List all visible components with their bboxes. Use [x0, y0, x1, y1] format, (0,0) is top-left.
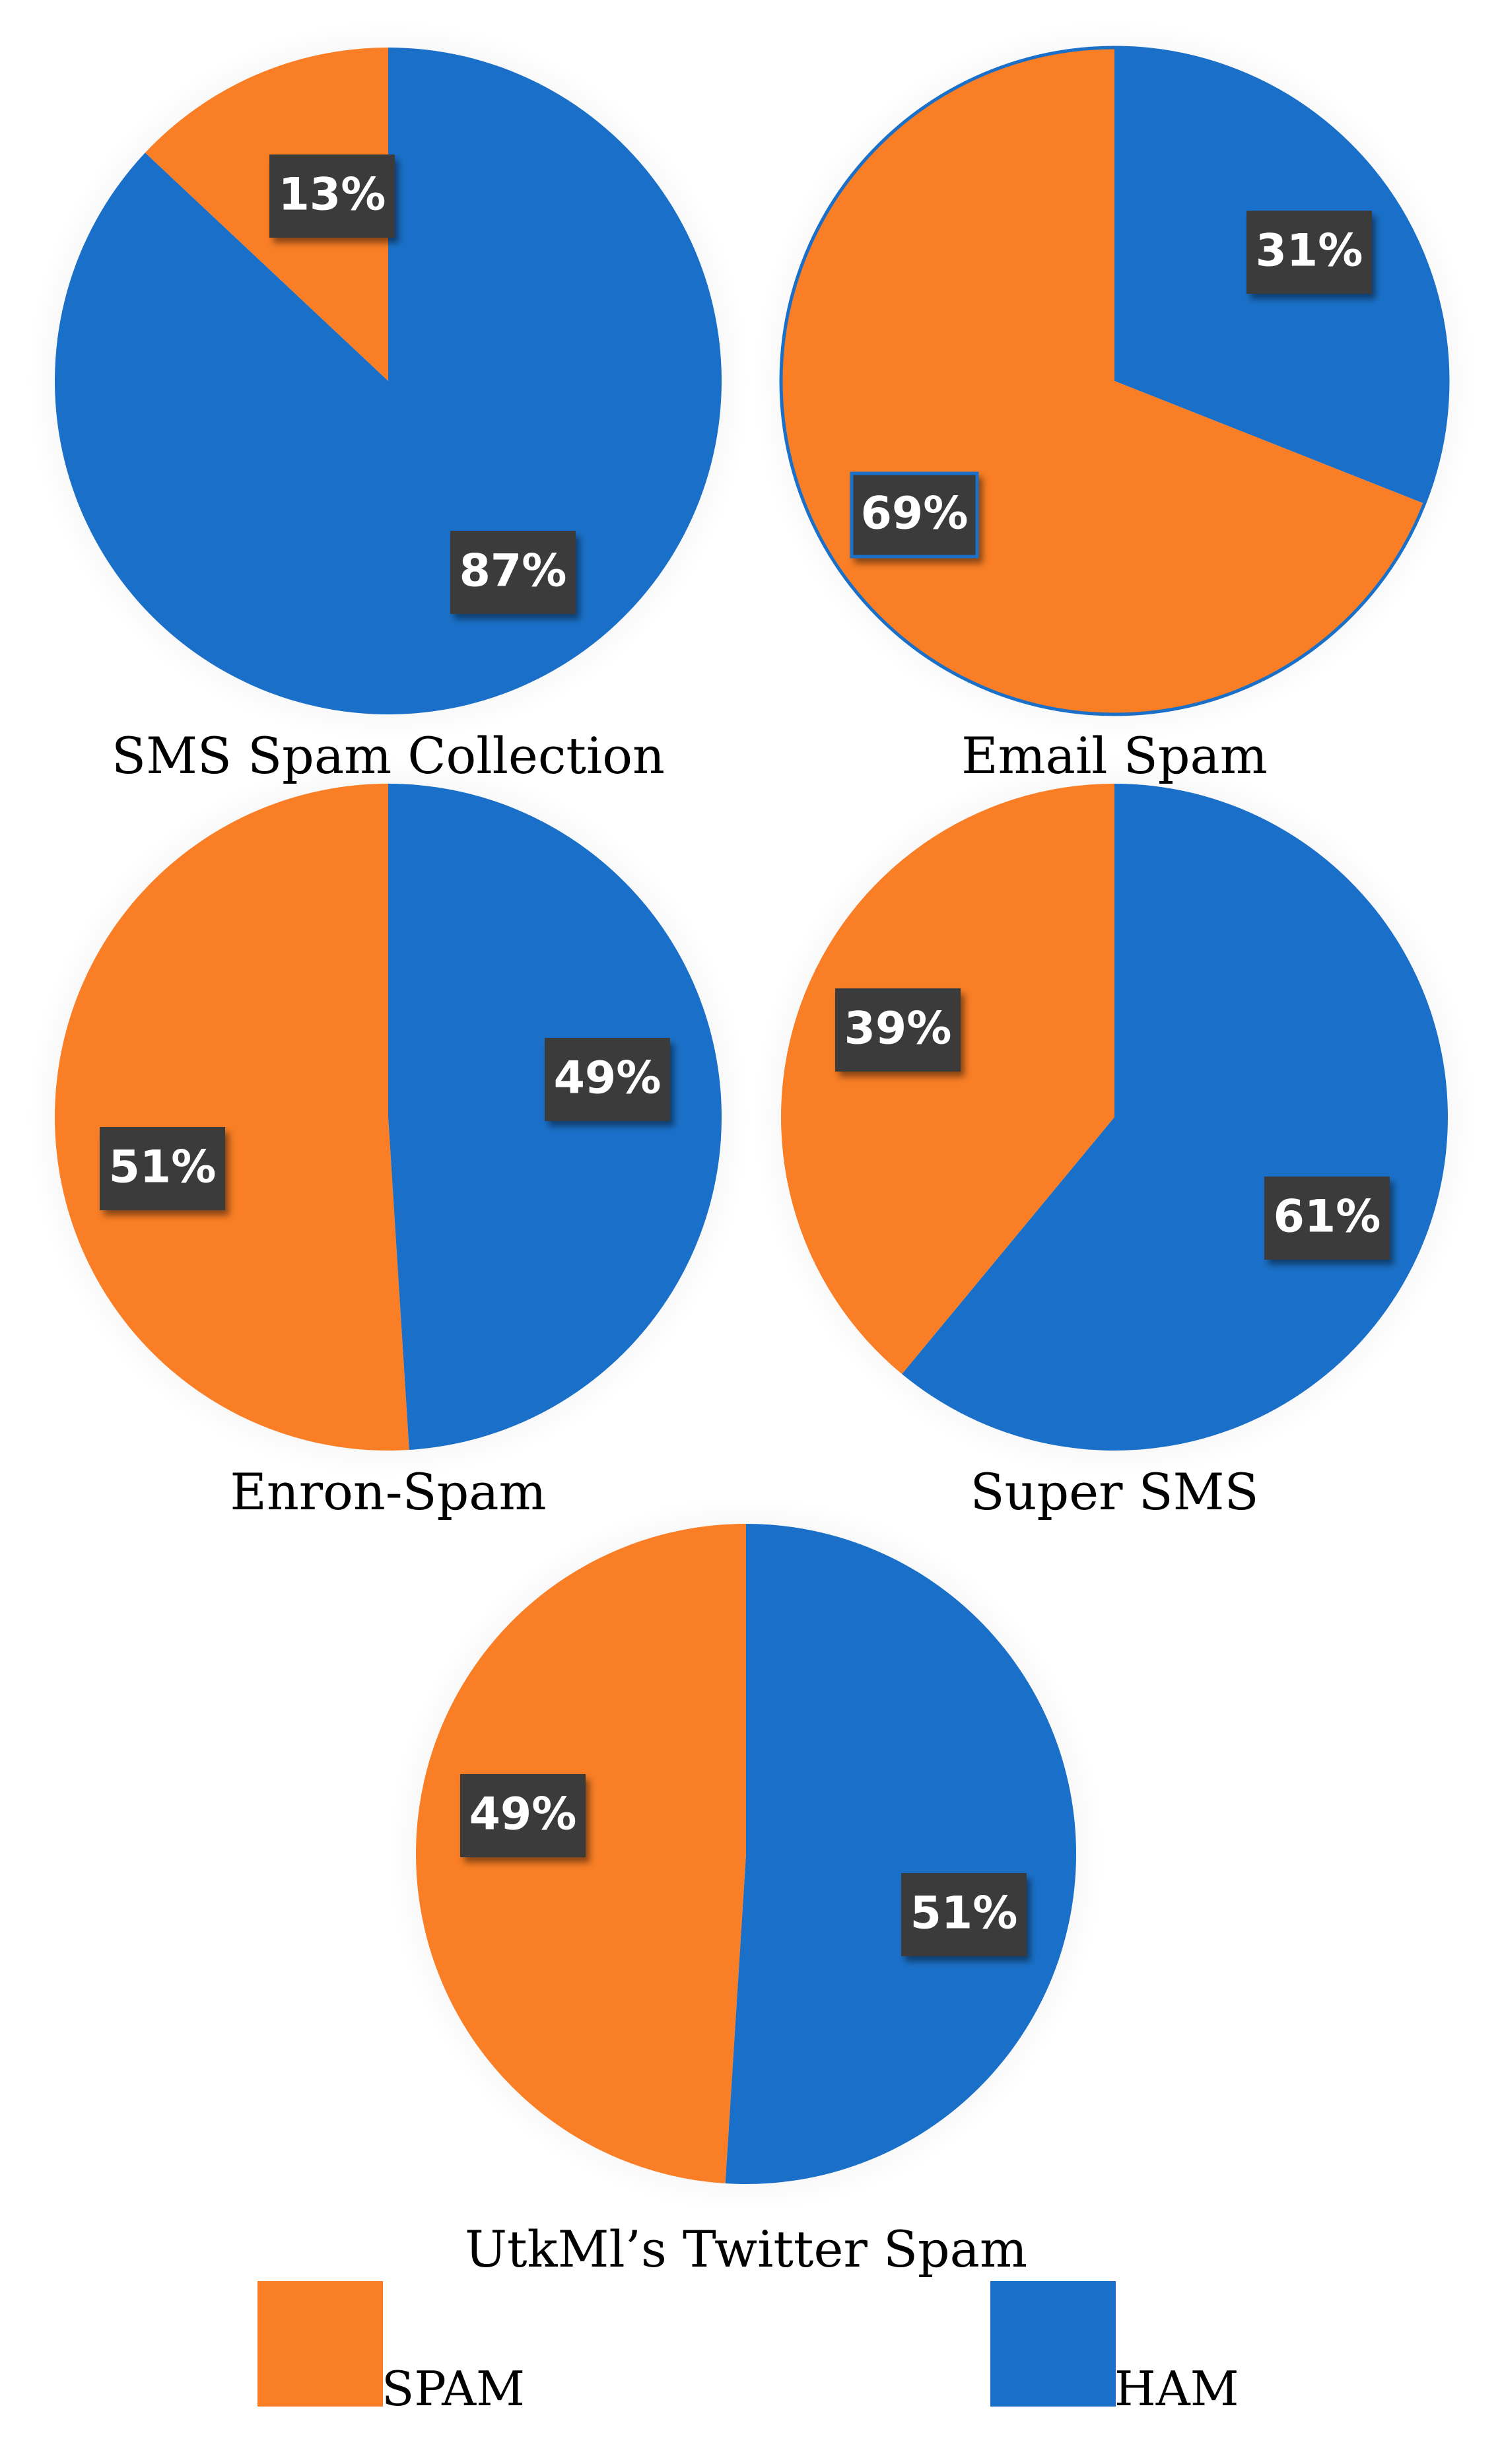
- data-label-text: 13%: [279, 169, 386, 221]
- data-label-text: 61%: [1274, 1191, 1381, 1243]
- pie-chart-email-spam: 69% 31%: [755, 21, 1474, 741]
- data-label-text: 31%: [1256, 225, 1363, 277]
- pie-slice-ham: [725, 1524, 1076, 2184]
- data-label-box: [835, 988, 961, 1072]
- pie-slice-spam: [145, 48, 388, 381]
- chart-title-super-sms: Super SMS: [970, 1462, 1259, 1521]
- data-label-text: 39%: [844, 1003, 952, 1055]
- pie-outline: [779, 46, 1450, 716]
- data-label-box: [1264, 1177, 1390, 1260]
- pie-chart-enron-spam: 51% 49%: [28, 757, 748, 1477]
- data-label-box: [450, 531, 576, 614]
- data-label-spam: 13%: [269, 154, 395, 238]
- data-label-box: [460, 1774, 586, 1857]
- legend-swatch-spam: [257, 2281, 383, 2407]
- data-label-spam: 39%: [835, 988, 961, 1072]
- data-label-ham: 51%: [901, 1873, 1027, 1956]
- data-label-spam: 49%: [460, 1774, 586, 1857]
- data-label-text: 51%: [910, 1888, 1018, 1940]
- data-label-ham: 49%: [545, 1038, 670, 1121]
- data-label-text: 69%: [861, 488, 969, 540]
- legend-swatch-ham: [990, 2281, 1116, 2407]
- data-label-ham: 87%: [450, 531, 576, 614]
- pie-slice-spam: [780, 784, 1114, 1375]
- chart-title-utkml-s-twitter-spam: UtkMl’s Twitter Spam: [464, 2220, 1028, 2278]
- pie-slice-ham: [902, 784, 1448, 1451]
- data-label-box: [100, 1127, 225, 1210]
- data-label-box: [269, 154, 395, 238]
- data-label-text: 49%: [469, 1789, 577, 1841]
- legend-label-spam: SPAM: [382, 2361, 525, 2416]
- data-label-spam: 51%: [100, 1127, 225, 1210]
- chart-title-sms-spam-collection: SMS Spam Collection: [112, 726, 665, 785]
- pie-chart-super-sms: 39% 61%: [755, 757, 1474, 1477]
- legend-label-ham: HAM: [1114, 2361, 1239, 2416]
- pie-chart-utkml-s-twitter-spam: 49% 51%: [390, 1497, 1103, 2210]
- data-label-text: 87%: [460, 545, 567, 598]
- data-label-text: 51%: [109, 1142, 217, 1194]
- data-label-box: [850, 471, 979, 559]
- data-label-text: 49%: [554, 1052, 662, 1105]
- data-label-box: [545, 1038, 670, 1121]
- pie-slice-spam: [54, 784, 409, 1451]
- data-label-ham: 31%: [1246, 211, 1372, 294]
- data-label-box: [1246, 211, 1372, 294]
- chart-title-email-spam: Email Spam: [961, 726, 1268, 785]
- data-label-box: [901, 1873, 1027, 1956]
- pie-chart-sms-spam-collection: 13% 87%: [28, 21, 748, 741]
- data-label-spam: 69%: [850, 471, 979, 559]
- data-label-ham: 61%: [1264, 1177, 1390, 1260]
- chart-title-enron-spam: Enron-Spam: [230, 1462, 547, 1521]
